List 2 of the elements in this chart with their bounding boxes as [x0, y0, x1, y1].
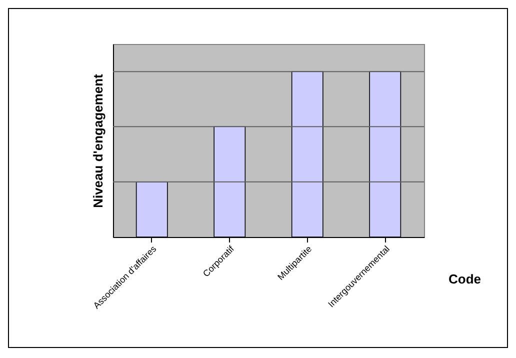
y-axis-title: Niveau d'engagement	[90, 73, 106, 208]
x-axis-title: Code	[448, 272, 481, 286]
